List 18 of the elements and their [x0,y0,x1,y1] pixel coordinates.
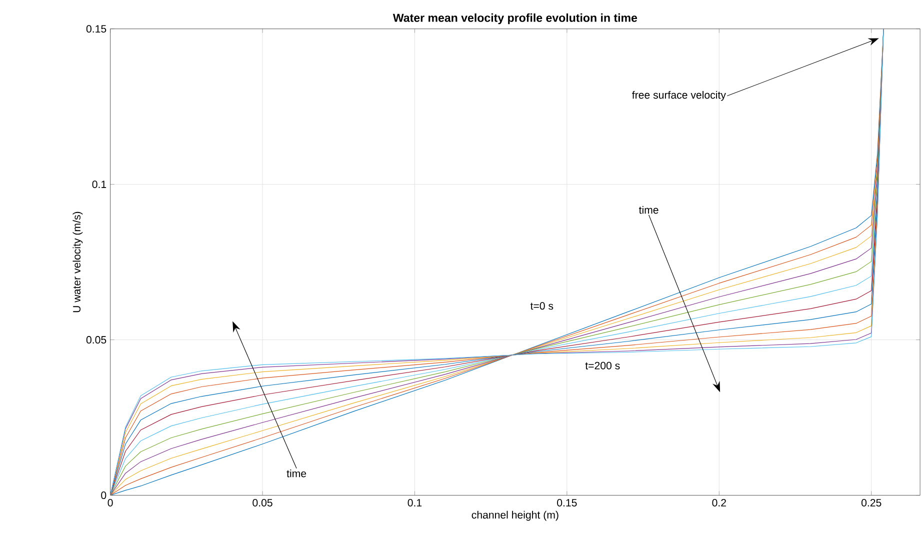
x-tick-label: 0.05 [252,499,272,507]
annotation: time [638,206,658,214]
annotation: time [286,470,306,478]
x-tick-label: 0.15 [557,499,577,507]
y-tick-label: 0.15 [86,25,106,33]
annotation: free surface velocity [632,90,726,101]
y-axis-title: U water velocity (m/s) [72,212,83,312]
x-tick-label: 0.2 [712,499,726,507]
x-axis-title: channel height (m) [472,510,558,521]
annotation: t=0 s [530,302,554,310]
y-tick-label: 0.05 [86,336,106,344]
chart-title: Water mean velocity profile evolution in time [392,13,638,24]
y-tick-label: 0.1 [92,180,106,188]
annotation: t=200 s [585,362,620,370]
x-tick-label: 0.1 [408,499,422,507]
x-tick-label: 0.25 [861,499,882,507]
x-tick-label: 0 [108,499,113,507]
y-tick-label: 0 [101,492,106,500]
